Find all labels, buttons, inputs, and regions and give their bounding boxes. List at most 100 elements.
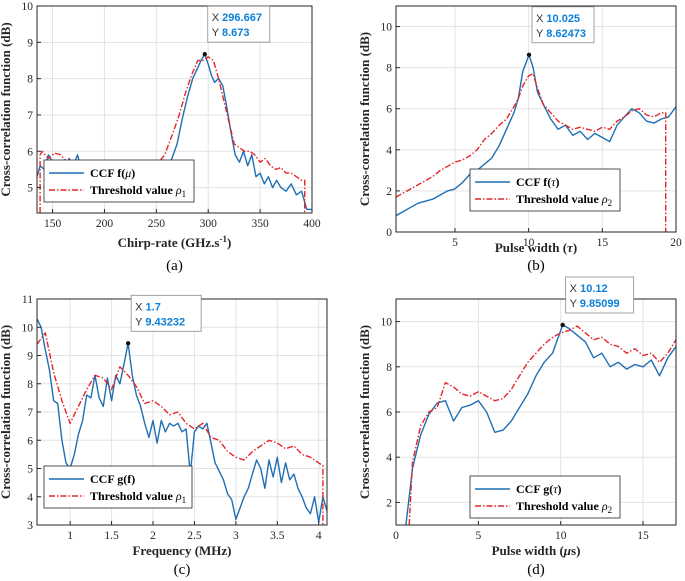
x-tick-label: 2.5	[187, 530, 202, 542]
y-tick-label: 10	[381, 317, 393, 329]
y-tick-label: 6	[386, 407, 392, 419]
y-axis-label: Cross-correlation function (dB)	[357, 32, 372, 206]
y-tick-label: 8	[386, 362, 392, 374]
legend-entry-text: CCF g(f)	[90, 472, 135, 486]
legend-entry-text: Threshold value	[90, 183, 176, 197]
legend-entry-text: Threshold value	[90, 489, 176, 503]
y-axis-label: Cross-correlation function (dB)	[357, 325, 372, 499]
datatip-y-value: 9.85099	[580, 298, 620, 310]
datatip-marker	[202, 51, 207, 57]
legend-entry-symbol: τ	[551, 175, 556, 189]
datatip-y-value: 8.62473	[546, 28, 586, 40]
legend-entry: Threshold value ρ2	[516, 192, 612, 208]
legend-entry-symbol: τ	[553, 482, 558, 496]
x-axis-label-superscript: -1	[219, 234, 227, 244]
legend-entry-symbol: μ	[124, 166, 131, 180]
datatip-y: Y 9.43232	[135, 316, 185, 328]
datatip-marker	[526, 52, 532, 58]
x-axis-label-text: Pulse width (	[492, 543, 564, 558]
datatip-box	[531, 6, 595, 44]
x-axis-label-tail: s)	[571, 543, 580, 558]
datatip-y-key: Y	[570, 298, 580, 310]
datatip-x: X 10.025	[536, 13, 580, 25]
datatip-y: Y 8.62473	[536, 28, 586, 40]
legend-entry-subscript: 2	[608, 505, 613, 515]
series-group	[396, 54, 676, 232]
legend-entry: Threshold value ρ1	[90, 489, 186, 505]
y-tick-label: 8	[386, 63, 392, 75]
panel-label: (c)	[174, 562, 191, 578]
x-axis-label-text: Chirp-rate (GHz.s	[118, 235, 220, 250]
legend-entry: Threshold value ρ1	[90, 183, 186, 199]
y-tick-label: 0	[386, 227, 392, 239]
x-axis-label: Frequency (MHz)	[132, 543, 231, 558]
x-tick-label: 10	[555, 530, 567, 542]
datatip: X 10.025 Y 8.62473	[526, 6, 595, 58]
datatip: X 1.7 Y 9.43232	[125, 294, 202, 346]
datatip-y-key: Y	[135, 316, 145, 328]
datatip-x-key: X	[536, 13, 546, 25]
legend-entry-symbol: ρ	[601, 192, 608, 206]
axes-frame	[395, 5, 677, 233]
legend-entry-tail: )	[131, 166, 135, 180]
y-tick-label: 8	[27, 379, 33, 391]
panel-label: (a)	[166, 258, 183, 274]
legend-entry-text: Threshold value	[516, 499, 602, 513]
legend: CCF f(τ) Threshold value ρ2	[469, 168, 621, 212]
datatip-box	[207, 5, 271, 43]
x-tick-label: 400	[303, 218, 321, 230]
x-tick-label: 10	[523, 237, 535, 249]
ccf-series-line	[405, 324, 676, 525]
legend-entry-subscript: 1	[182, 495, 187, 505]
legend-box	[469, 168, 621, 212]
x-tick-label: 3	[233, 530, 239, 542]
y-tick-label: 11	[22, 294, 33, 306]
chart-panel-c: 1 1.5 2 2.5 3 3.5 4 3 4 5 6 7 8 9 10 11 Frequency (MHz) C…	[0, 294, 328, 578]
legend-entry: CCF f(τ)	[516, 175, 560, 189]
datatip-x-value: 296.667	[222, 12, 262, 24]
legend-box	[43, 159, 195, 203]
datatip-box	[565, 276, 635, 314]
y-tick-label: 2	[386, 497, 392, 509]
y-tick-label: 10	[22, 1, 34, 13]
x-tick-label: 15	[597, 237, 609, 249]
x-axis-label-text: Pulse width (	[495, 240, 567, 255]
legend-entry: CCF f(μ)	[90, 166, 135, 180]
threshold-series-line	[396, 73, 667, 232]
legend-entry-symbol: ρ	[601, 499, 608, 513]
datatip-x: X 1.7	[135, 301, 161, 313]
x-tick-label: 300	[200, 218, 218, 230]
x-tick-label: 15	[637, 530, 649, 542]
x-axis-label-close: )	[227, 235, 231, 250]
threshold-series-line	[408, 325, 676, 525]
y-tick-label: 6	[27, 435, 33, 447]
ccf-series-line	[37, 318, 327, 523]
datatip-y-key: Y	[212, 27, 222, 39]
x-axis-label-symbol: τ	[567, 240, 574, 255]
x-axis-label-symbol: μ	[563, 543, 571, 558]
legend-box	[43, 465, 193, 509]
y-tick-label: 6	[386, 104, 392, 116]
legend: CCF g(τ) Threshold value ρ2	[469, 475, 621, 519]
x-tick-label: 150	[44, 218, 62, 230]
x-tick-label: 4	[316, 530, 322, 542]
datatip-y-key: Y	[536, 28, 546, 40]
y-tick-label: 8	[27, 74, 33, 86]
x-axis-label: Chirp-rate (GHz.s-1)	[118, 234, 232, 250]
x-axis-label: Pulse width (μs)	[492, 543, 581, 558]
legend-entry-symbol: ρ	[175, 183, 182, 197]
y-tick-label: 3	[27, 520, 33, 532]
series-group	[37, 318, 327, 525]
y-axis-label: Cross-correlation function (dB)	[0, 22, 13, 196]
datatip-y-value: 8.673	[222, 27, 250, 39]
y-tick-label: 6	[27, 146, 33, 158]
datatip: X 10.12Y 9.85099	[560, 276, 635, 328]
datatip-x-key: X	[212, 12, 222, 24]
x-tick-label: 2	[150, 530, 156, 542]
y-tick-label: 5	[27, 183, 33, 195]
y-tick-label: 4	[27, 492, 33, 504]
y-tick-label: 9	[27, 37, 33, 49]
